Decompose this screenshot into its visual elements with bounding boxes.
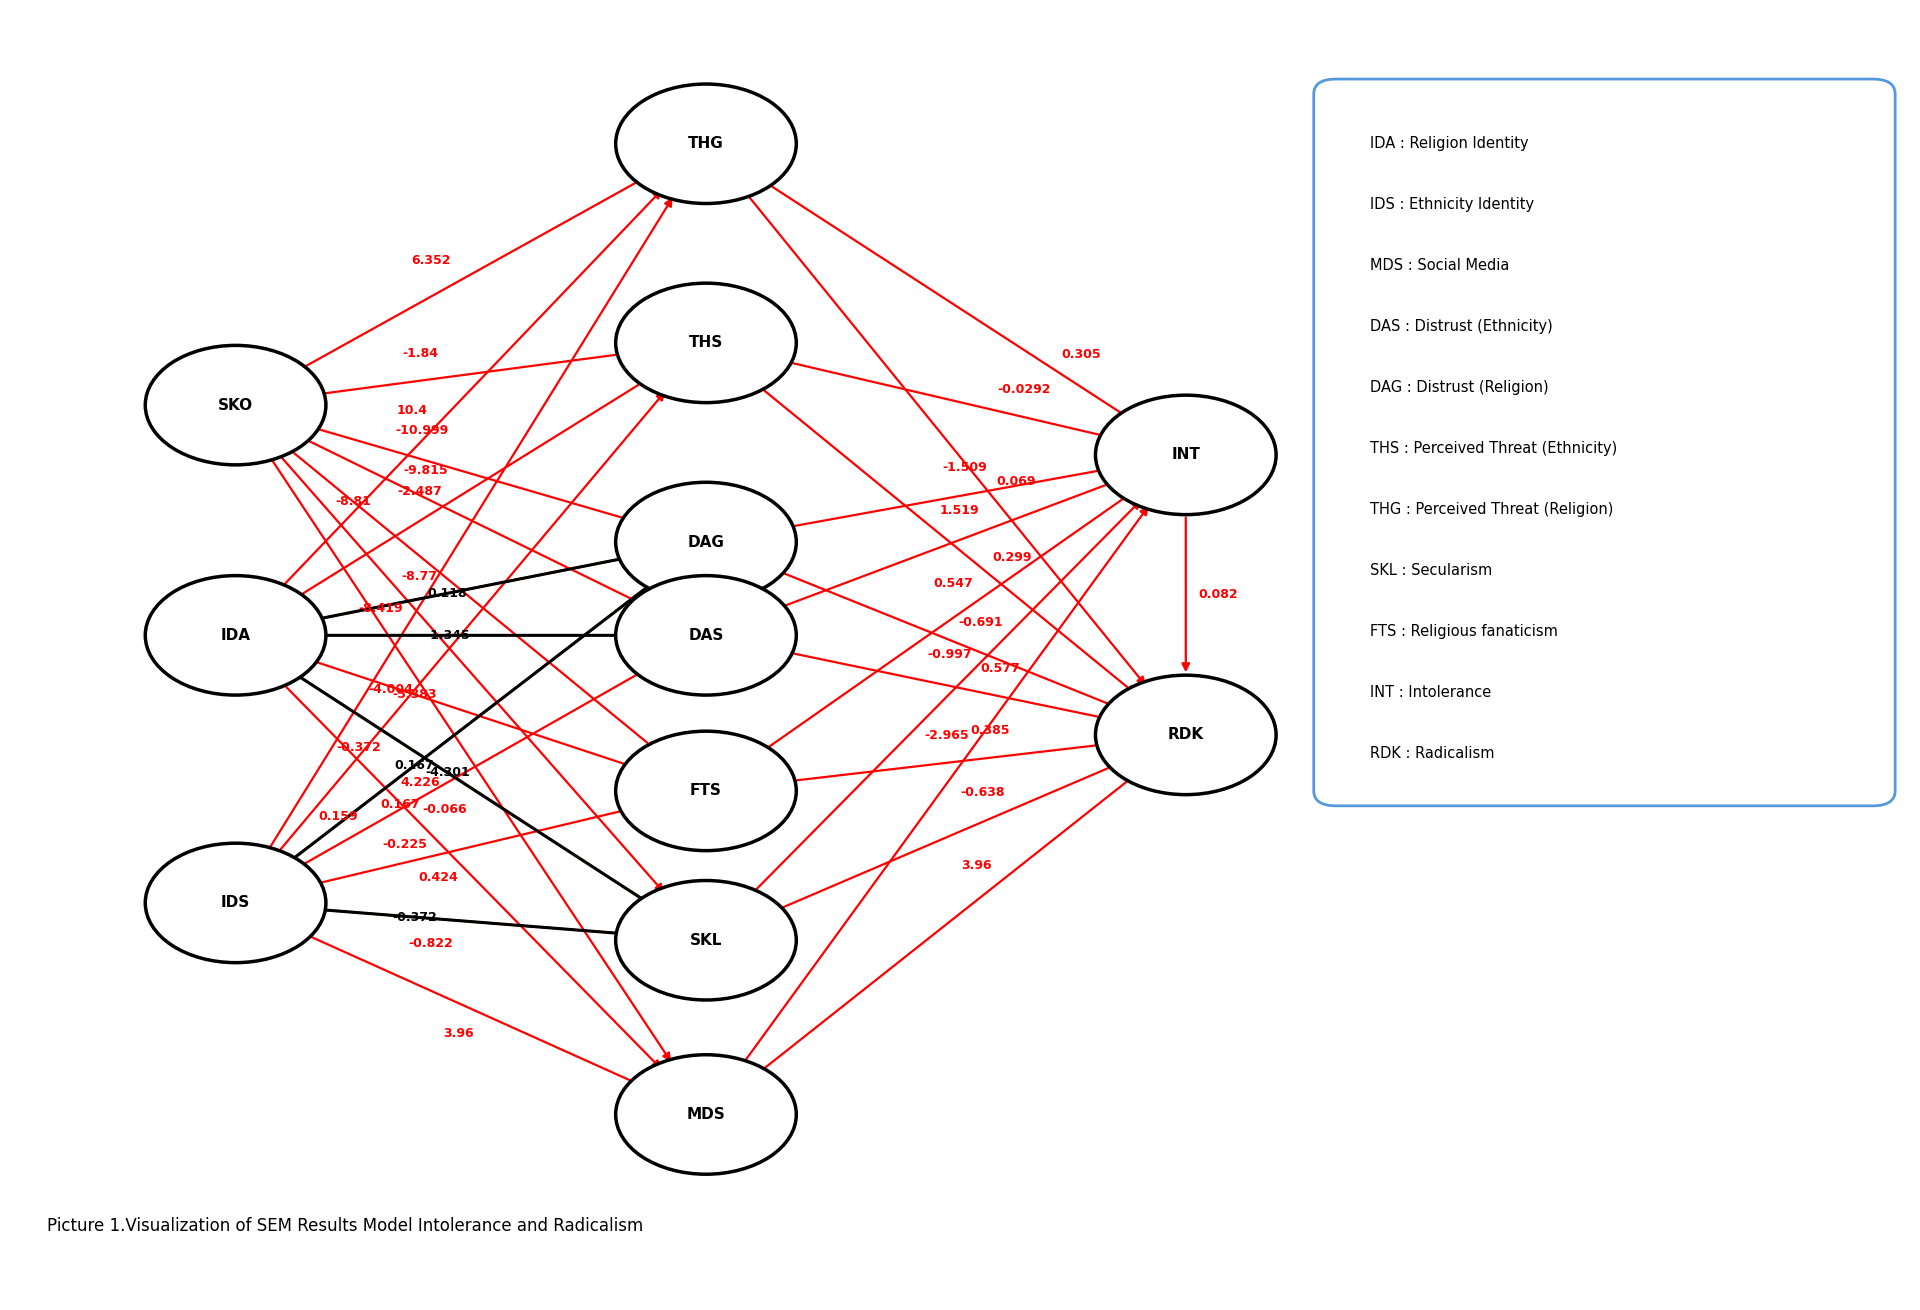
Text: 0.082: 0.082 bbox=[1198, 588, 1238, 601]
Text: 0.424: 0.424 bbox=[419, 871, 459, 884]
Text: RDK: RDK bbox=[1167, 727, 1204, 743]
Text: DAS : Distrust (Ethnicity): DAS : Distrust (Ethnicity) bbox=[1371, 320, 1553, 334]
Text: INT: INT bbox=[1171, 448, 1200, 462]
Text: -2.965: -2.965 bbox=[925, 730, 970, 743]
Circle shape bbox=[616, 880, 797, 1000]
Text: THG : Perceived Threat (Religion): THG : Perceived Threat (Religion) bbox=[1371, 502, 1613, 517]
Text: -4.301: -4.301 bbox=[424, 766, 470, 779]
Text: -1.84: -1.84 bbox=[401, 347, 438, 360]
Text: -8.81: -8.81 bbox=[336, 495, 371, 508]
Text: 0.069: 0.069 bbox=[996, 476, 1035, 489]
Text: 0.305: 0.305 bbox=[1062, 348, 1102, 360]
Circle shape bbox=[616, 482, 797, 601]
Text: DAG: DAG bbox=[687, 534, 724, 549]
Text: -5.383: -5.383 bbox=[392, 688, 436, 701]
Text: IDS : Ethnicity Identity: IDS : Ethnicity Identity bbox=[1371, 198, 1534, 212]
Text: -0.997: -0.997 bbox=[927, 648, 972, 660]
Text: -10.999: -10.999 bbox=[396, 424, 449, 438]
Text: -4.004: -4.004 bbox=[369, 683, 413, 696]
Circle shape bbox=[616, 84, 797, 203]
Text: 6.352: 6.352 bbox=[411, 254, 451, 267]
Circle shape bbox=[616, 1055, 797, 1174]
Text: -0.225: -0.225 bbox=[382, 837, 428, 850]
Text: 1.519: 1.519 bbox=[941, 504, 979, 517]
Text: 0.118: 0.118 bbox=[428, 587, 467, 600]
Circle shape bbox=[616, 731, 797, 850]
Text: IDS: IDS bbox=[221, 896, 250, 910]
Text: 0.385: 0.385 bbox=[972, 723, 1010, 736]
Text: -0.0292: -0.0292 bbox=[998, 383, 1052, 396]
Text: SKO: SKO bbox=[219, 398, 253, 413]
Text: THS : Perceived Threat (Ethnicity): THS : Perceived Threat (Ethnicity) bbox=[1371, 441, 1617, 456]
Text: 0.159: 0.159 bbox=[319, 810, 357, 823]
Text: 0.167: 0.167 bbox=[380, 799, 420, 811]
Text: SKL : Secularism: SKL : Secularism bbox=[1371, 563, 1492, 578]
Text: -0.066: -0.066 bbox=[422, 803, 467, 816]
Circle shape bbox=[616, 283, 797, 402]
Text: 0.167: 0.167 bbox=[394, 760, 434, 773]
Text: 3.96: 3.96 bbox=[444, 1027, 474, 1040]
Text: -1.509: -1.509 bbox=[943, 461, 987, 474]
Circle shape bbox=[1096, 396, 1277, 515]
Text: MDS : Social Media: MDS : Social Media bbox=[1371, 258, 1509, 274]
Text: DAS: DAS bbox=[687, 627, 724, 643]
Text: -0.372: -0.372 bbox=[392, 910, 436, 924]
Text: -8.419: -8.419 bbox=[359, 603, 403, 616]
Circle shape bbox=[616, 575, 797, 696]
Circle shape bbox=[146, 844, 326, 963]
Text: THG: THG bbox=[687, 136, 724, 151]
Circle shape bbox=[146, 575, 326, 696]
Text: IDA: IDA bbox=[221, 627, 252, 643]
Text: -0.822: -0.822 bbox=[409, 937, 453, 950]
Text: -2.487: -2.487 bbox=[397, 485, 442, 498]
FancyBboxPatch shape bbox=[1313, 79, 1895, 806]
Text: 0.547: 0.547 bbox=[933, 578, 973, 591]
Text: -1.345: -1.345 bbox=[424, 629, 470, 642]
Text: 10.4: 10.4 bbox=[397, 403, 428, 417]
Text: 0.299: 0.299 bbox=[993, 550, 1031, 563]
Text: 0.577: 0.577 bbox=[979, 662, 1020, 675]
Text: -0.372: -0.372 bbox=[336, 741, 382, 755]
Text: MDS: MDS bbox=[687, 1107, 726, 1121]
Text: DAG : Distrust (Religion): DAG : Distrust (Religion) bbox=[1371, 380, 1549, 396]
Text: IDA : Religion Identity: IDA : Religion Identity bbox=[1371, 136, 1528, 151]
Text: RDK : Radicalism: RDK : Radicalism bbox=[1371, 747, 1494, 761]
Text: INT : Intolerance: INT : Intolerance bbox=[1371, 685, 1492, 700]
Text: 3.96: 3.96 bbox=[960, 859, 991, 872]
Text: FTS : Religious fanaticism: FTS : Religious fanaticism bbox=[1371, 624, 1557, 639]
Text: -0.691: -0.691 bbox=[958, 616, 1002, 629]
Text: FTS: FTS bbox=[689, 783, 722, 798]
Circle shape bbox=[1096, 675, 1277, 795]
Text: -8.77: -8.77 bbox=[401, 570, 438, 583]
Text: 4.226: 4.226 bbox=[401, 776, 440, 789]
Circle shape bbox=[146, 346, 326, 465]
Text: -0.638: -0.638 bbox=[960, 786, 1004, 799]
Text: Picture 1.Visualization of SEM Results Model Intolerance and Radicalism: Picture 1.Visualization of SEM Results M… bbox=[48, 1217, 643, 1235]
Text: -9.815: -9.815 bbox=[403, 464, 447, 477]
Text: THS: THS bbox=[689, 335, 724, 350]
Text: SKL: SKL bbox=[689, 933, 722, 947]
